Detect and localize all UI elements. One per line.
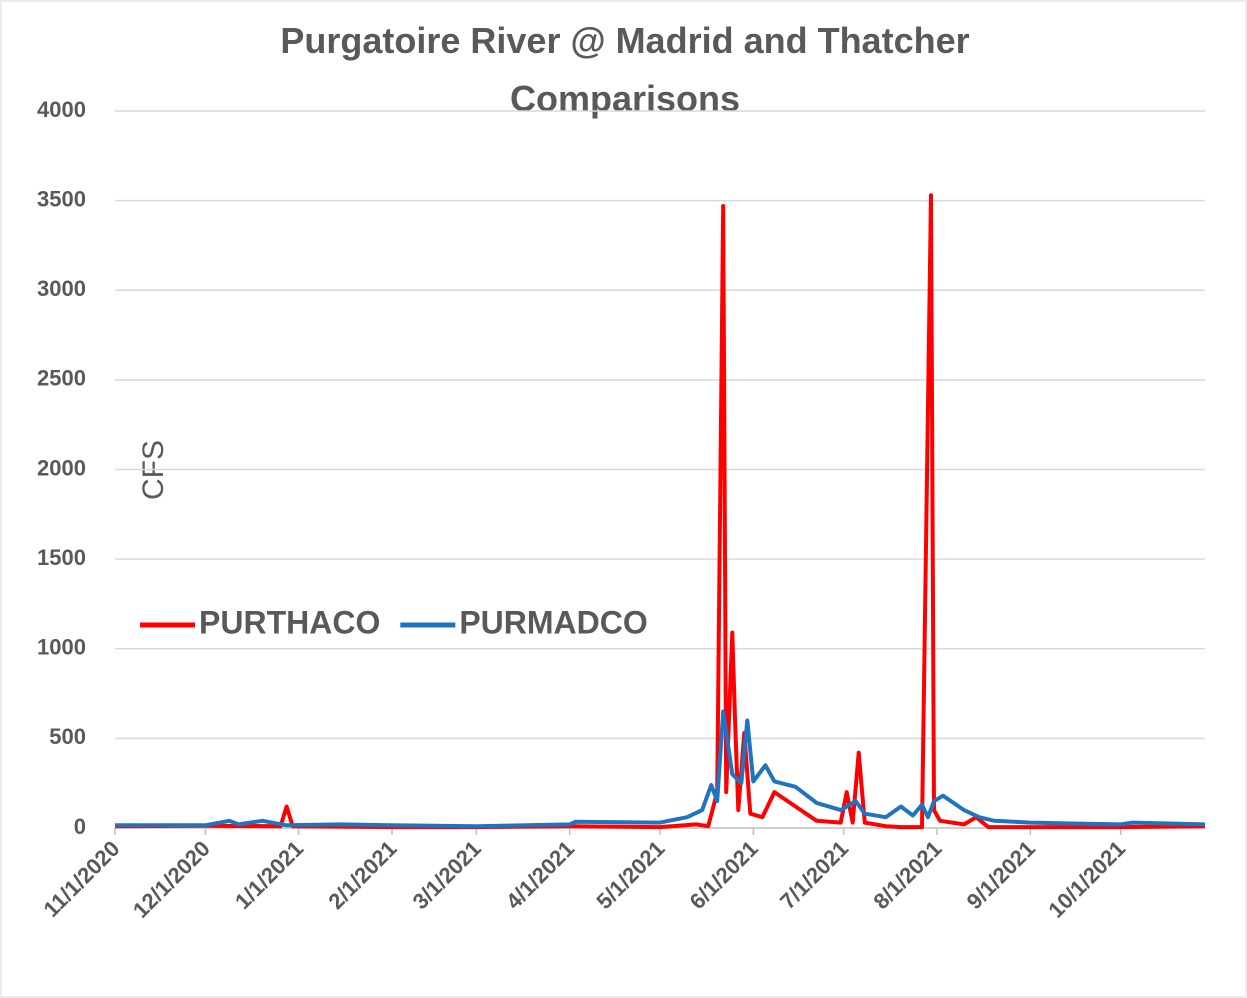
y-tick-label: 3000	[37, 276, 86, 301]
y-tick-label: 2500	[37, 366, 86, 391]
y-tick-label: 1000	[37, 635, 86, 660]
y-tick-label: 500	[49, 724, 86, 749]
y-tick-label: 4000	[37, 97, 86, 122]
chart-title: Purgatoire River @ Madrid and Thatcher Co…	[280, 20, 969, 119]
y-tick-label: 0	[74, 814, 86, 839]
legend-label: PURTHACO	[199, 604, 380, 640]
y-tick-label: 2000	[37, 455, 86, 480]
legend-label: PURMADCO	[459, 604, 647, 640]
y-tick-label: 1500	[37, 545, 86, 570]
y-tick-label: 3500	[37, 186, 86, 211]
series-line	[115, 709, 1206, 829]
